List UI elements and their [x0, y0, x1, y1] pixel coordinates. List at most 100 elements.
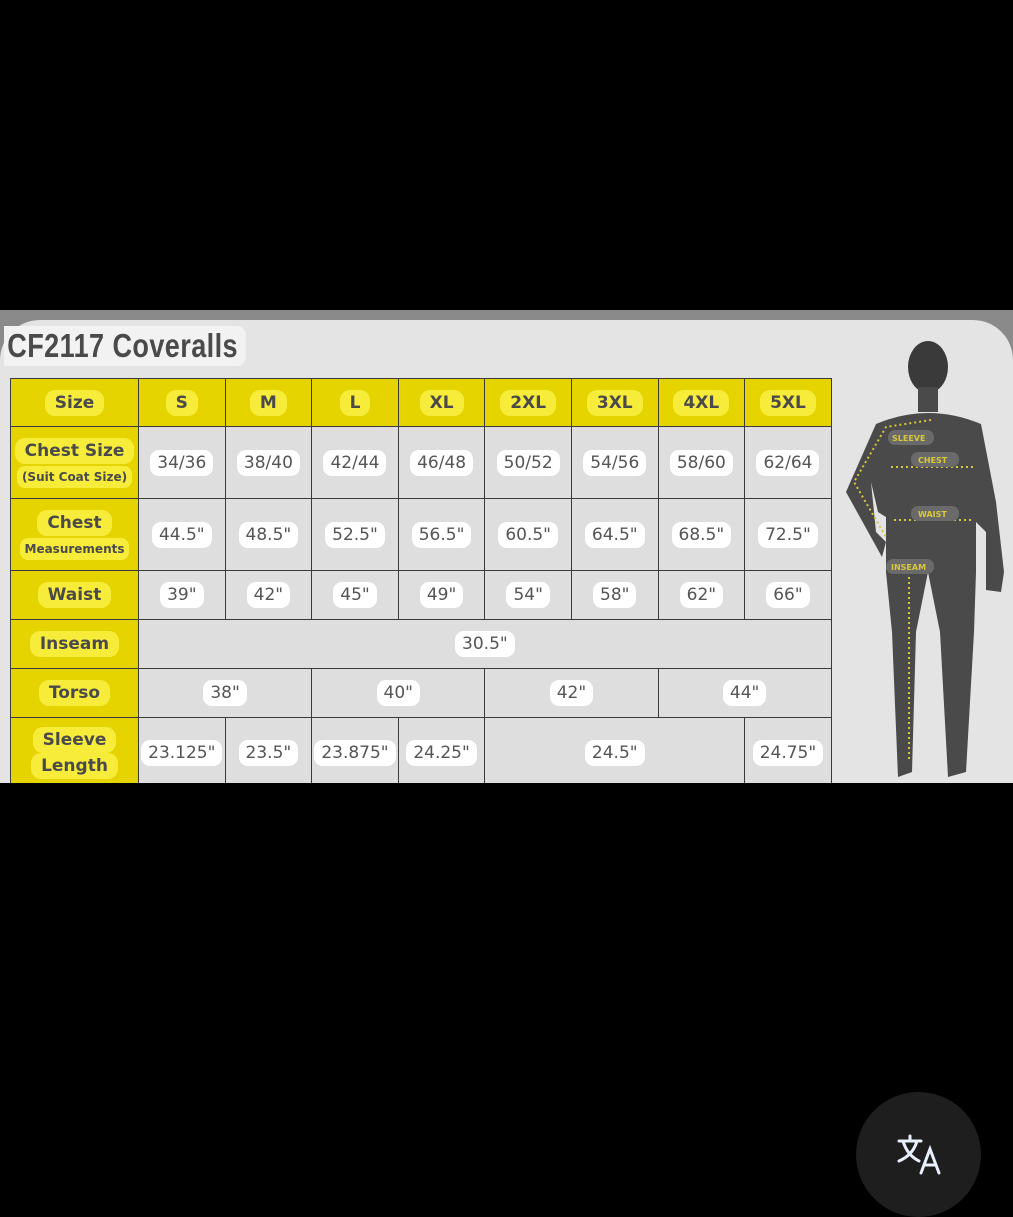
row-label-text: Torso	[38, 680, 111, 706]
row-sublabel-text: Measurements	[19, 537, 130, 560]
cell-value: 42"	[549, 680, 594, 706]
cell-value: 39"	[160, 582, 204, 608]
size-table: Size S M L XL 2XL 3XL 4XL 5XL Chest Size (Suit Coa…	[10, 378, 832, 783]
table-cell: 24.25"	[397, 717, 486, 783]
row-label-text: Chest	[37, 509, 112, 536]
table-cell: 66"	[744, 570, 832, 620]
cell-value: 66"	[766, 582, 810, 608]
table-row: Waist 39" 42" 45" 49" 54" 58" 62" 66"	[10, 570, 832, 620]
table-cell: 64.5"	[570, 498, 659, 571]
cell-value: 46/48	[410, 449, 474, 476]
table-cell: 56.5"	[397, 498, 486, 571]
table-row: Chest Measurements 44.5" 48.5" 52.5" 56.5" 60.…	[10, 498, 832, 571]
body-measurement-figure: SLEEVE CHEST WAIST INSEAM	[846, 341, 1004, 777]
row-label-text: Chest Size	[14, 437, 135, 464]
table-cell: 30.5"	[138, 619, 832, 669]
table-cell: 38"	[137, 668, 313, 718]
table-cell: 58/60	[657, 426, 746, 499]
table-cell: 42/44	[311, 426, 399, 499]
header-size-m: M	[224, 378, 313, 427]
cell-value: 44.5"	[151, 521, 212, 548]
cell-value: 56.5"	[411, 521, 472, 548]
header-text: XL	[419, 389, 464, 416]
row-sublabel-text: (Suit Coat Size)	[16, 465, 133, 488]
table-cell: 49"	[397, 570, 486, 620]
header-row: Size S M L XL 2XL 3XL 4XL 5XL	[10, 378, 832, 427]
table-cell: 68.5"	[657, 498, 746, 571]
row-label-text: Inseam	[29, 631, 120, 657]
row-sublabel-text: Length	[31, 752, 118, 779]
table-cell: 45"	[311, 570, 399, 620]
size-chart-panel: CF2117 Coveralls Size S M L XL 2XL 3XL 4XL 5XL Ch…	[0, 320, 1013, 783]
cell-value: 68.5"	[671, 521, 732, 548]
table-cell: 58"	[570, 570, 659, 620]
table-cell: 46/48	[397, 426, 486, 499]
chart-title: CF2117 Coveralls	[4, 326, 247, 366]
cell-value: 62/64	[756, 449, 820, 476]
cell-value: 50/52	[496, 449, 560, 476]
table-cell: 54/56	[570, 426, 659, 499]
translate-button[interactable]	[856, 1092, 981, 1217]
table-cell: 23.5"	[224, 717, 313, 783]
table-cell: 39"	[138, 570, 226, 620]
header-text: 4XL	[673, 389, 730, 416]
header-size-2xl: 2XL	[484, 378, 572, 427]
table-cell: 42"	[224, 570, 313, 620]
header-text: 2XL	[500, 389, 557, 416]
cell-value: 72.5"	[758, 521, 818, 548]
sleeve-label: SLEEVE	[892, 434, 925, 443]
header-size-5xl: 5XL	[744, 378, 832, 427]
cell-value: 24.75"	[752, 739, 824, 766]
cell-value: 23.5"	[238, 739, 299, 766]
table-cell: 44"	[657, 668, 832, 718]
waist-label: WAIST	[918, 510, 947, 519]
cell-value: 49"	[419, 582, 464, 608]
table-cell: 23.125"	[138, 717, 226, 783]
table-row: Torso 38" 40" 42" 44"	[10, 668, 832, 718]
table-row: Chest Size (Suit Coat Size) 34/36 38/40 42/4…	[10, 426, 832, 499]
cell-value: 62"	[679, 582, 724, 608]
cell-value: 24.25"	[406, 739, 477, 766]
cell-value: 64.5"	[584, 521, 645, 548]
cell-value: 42"	[246, 582, 291, 608]
cell-value: 38/40	[236, 449, 300, 476]
cell-value: 34/36	[150, 449, 214, 476]
row-label: Inseam	[10, 619, 139, 669]
header-size-l: L	[311, 378, 399, 427]
cell-value: 23.875"	[314, 739, 396, 766]
size-chart-image: CF2117 Coveralls Size S M L XL 2XL 3XL 4XL 5XL Ch…	[0, 310, 1013, 783]
cell-value: 60.5"	[498, 521, 558, 548]
row-label-text: Sleeve	[32, 726, 117, 753]
header-size-s: S	[138, 378, 226, 427]
row-label: Torso	[10, 668, 139, 718]
inseam-label: INSEAM	[891, 563, 926, 572]
header-text: L	[339, 389, 371, 416]
table-cell: 23.875"	[311, 717, 399, 783]
cell-value: 44"	[722, 680, 767, 706]
table-row: Inseam 30.5"	[10, 619, 832, 669]
cell-value: 58/60	[669, 449, 733, 476]
table-cell: 34/36	[138, 426, 226, 499]
header-text: Size	[44, 389, 105, 416]
header-size-label: Size	[10, 378, 139, 427]
cell-value: 24.5"	[584, 739, 645, 766]
translate-icon	[897, 1134, 940, 1174]
cell-value: 54"	[506, 582, 550, 608]
table-cell: 24.75"	[744, 717, 832, 783]
cell-value: 38"	[203, 680, 247, 706]
table-cell: 42"	[484, 668, 659, 718]
chest-label: CHEST	[918, 456, 948, 465]
table-cell: 60.5"	[484, 498, 572, 571]
table-cell: 72.5"	[744, 498, 832, 571]
table-cell: 44.5"	[138, 498, 226, 571]
table-cell: 62/64	[744, 426, 832, 499]
row-label-text: Waist	[37, 582, 112, 608]
table-cell: 38/40	[224, 426, 313, 499]
row-label: Waist	[10, 570, 139, 620]
cell-value: 30.5"	[455, 631, 515, 657]
row-label: Chest Size (Suit Coat Size)	[10, 426, 139, 499]
row-label: Chest Measurements	[10, 498, 139, 571]
cell-value: 48.5"	[238, 521, 299, 548]
cell-value: 42/44	[323, 449, 387, 476]
table-cell: 48.5"	[224, 498, 313, 571]
